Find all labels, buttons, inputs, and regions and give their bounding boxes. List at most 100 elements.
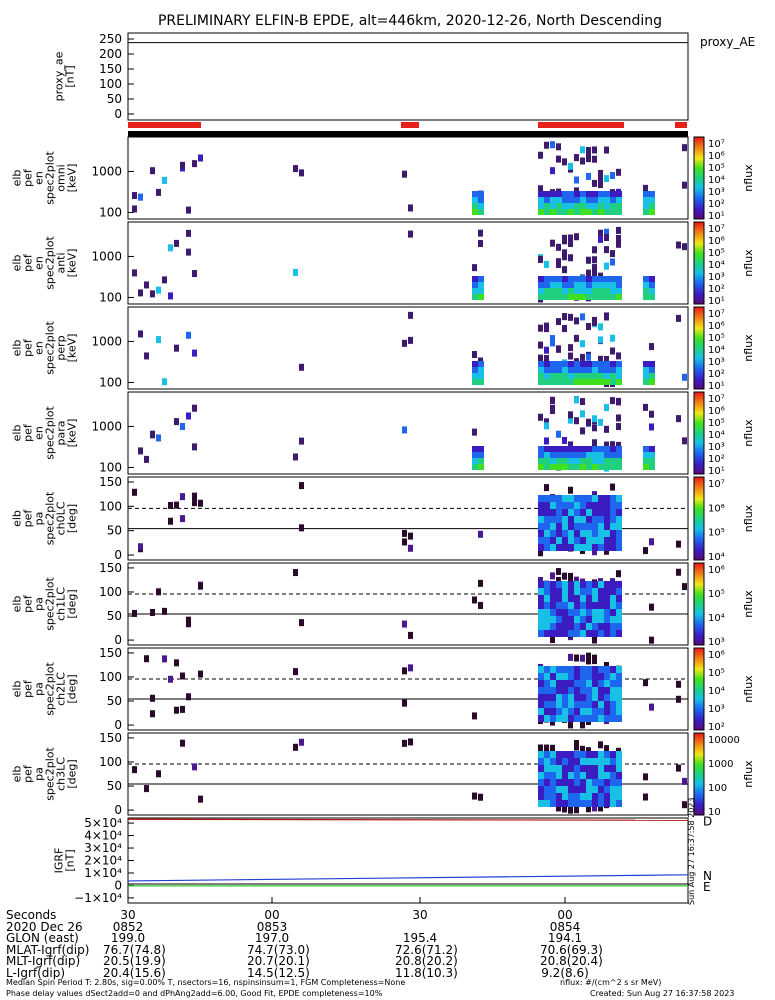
spectrogram-cell	[616, 623, 622, 630]
spectrogram-cell	[478, 276, 484, 282]
spectrogram-cell	[562, 680, 568, 687]
spectrogram-cell	[643, 773, 648, 781]
spectrogram-cell	[472, 458, 478, 464]
spectrogram-cell	[592, 256, 597, 264]
spectrogram-cell	[550, 793, 556, 800]
spectrogram-cell	[643, 288, 649, 294]
spectrogram-cell	[402, 667, 407, 675]
spectrogram-cell	[649, 379, 655, 385]
colorbar-tick: 10⁵	[708, 668, 725, 679]
x-row-value: 20.5(19.9)	[103, 954, 166, 969]
spectrogram-cell	[586, 687, 592, 694]
spectrogram-cell	[568, 361, 574, 367]
spectrogram-cell	[598, 361, 604, 367]
spectrogram-cell	[598, 673, 604, 680]
red-bar-2	[401, 122, 419, 128]
chart-title: PRELIMINARY ELFIN-B EPDE, alt=446km, 202…	[158, 13, 662, 29]
spectrogram-cell	[604, 452, 610, 458]
spectrogram-cell	[544, 694, 550, 701]
spectrogram-cell	[198, 154, 203, 162]
spectrogram-cell	[610, 595, 616, 602]
spectrogram-cell	[138, 289, 143, 297]
spectrogram-cell	[478, 458, 484, 464]
spectrogram-cell	[556, 464, 562, 470]
spectrogram-cell	[472, 351, 477, 359]
spectrogram-cell	[574, 654, 579, 662]
colorbar-tick: 10⁴	[708, 613, 725, 624]
spectrogram-cell	[562, 630, 568, 637]
spectrogram-cell	[568, 653, 573, 661]
spectrogram-cell	[598, 804, 603, 812]
ylabel-3: spec2plot	[44, 491, 57, 545]
spectrogram-cell	[592, 155, 597, 163]
spectrogram-cell	[580, 146, 585, 154]
spectrogram-cell	[568, 630, 574, 637]
ylabel-5: [deg]	[66, 759, 79, 788]
colorbar-label: nflux	[742, 760, 755, 788]
spectrogram-cell	[562, 313, 567, 321]
colorbar-tick: 10²	[708, 722, 725, 733]
spectrogram-cell	[610, 779, 616, 786]
spectrogram-cell	[580, 458, 586, 464]
ytick-label: 0	[114, 878, 122, 892]
spectrogram-cell	[402, 739, 407, 747]
spectrogram-cell	[556, 609, 562, 616]
spectrogram-cell	[604, 547, 609, 555]
spectrogram-cell	[180, 672, 185, 680]
spectrogram-cell	[556, 800, 562, 807]
spectrogram-cell	[538, 379, 544, 385]
spectrogram-cell	[574, 530, 580, 537]
ytick-label: 150	[99, 731, 122, 745]
ytick-label: 100	[99, 77, 122, 91]
spectrogram-cell	[568, 209, 574, 215]
spectrogram-cell	[544, 197, 550, 203]
spectrogram-cell	[544, 516, 550, 523]
ylabel-5: [keV]	[66, 419, 79, 448]
spectrogram-cell	[586, 361, 592, 367]
spectrogram-cell	[592, 209, 598, 215]
ylabel-3: spec2plot	[44, 662, 57, 716]
spectrogram-cell	[478, 203, 484, 209]
spectrogram-cell	[556, 804, 561, 812]
spectrogram-cell	[556, 772, 562, 779]
spectrogram-cell	[604, 203, 610, 209]
spectrogram-cell	[150, 167, 155, 175]
spectrogram-cell	[568, 721, 573, 729]
colorbar-tick: 10⁷	[708, 479, 725, 490]
spectrogram-cell	[604, 197, 610, 203]
spectrogram-cell	[478, 793, 483, 801]
spectrogram-cell	[402, 699, 407, 707]
colorbar-label: nflux	[742, 249, 755, 277]
spectrogram-cell	[472, 464, 478, 470]
spectrogram-cell	[586, 294, 592, 300]
spectrogram-cell	[580, 779, 586, 786]
x-row-value: 199.0	[110, 931, 146, 946]
ylabel-1: [nT]	[64, 849, 77, 871]
spectrogram-cell	[562, 623, 568, 630]
spectrogram-cell	[574, 800, 580, 807]
ylabel-2: en	[33, 256, 46, 270]
spectrogram-cell	[616, 367, 622, 373]
ytick-label: 150	[99, 561, 122, 575]
spectrogram-cell	[586, 379, 592, 385]
spectrogram-cell	[616, 209, 622, 215]
spectrogram-cell	[544, 680, 550, 687]
spectrogram-cell	[580, 446, 586, 452]
x-row-label: MLT-Igrf(dip)	[6, 954, 81, 969]
spectrogram-cell	[598, 288, 604, 294]
spectrogram-cell	[550, 294, 556, 300]
spectrogram-cell	[150, 290, 155, 298]
spectrogram-cell	[592, 146, 597, 154]
spectrogram-cell	[538, 595, 544, 602]
spectrogram-cell	[550, 516, 556, 523]
spectrogram-cell	[544, 701, 550, 708]
ylabel-1: pef	[22, 764, 35, 783]
spectrogram-cell	[586, 616, 592, 623]
colorbar-tick: 10⁵	[708, 248, 725, 259]
spectrogram-cell	[556, 452, 562, 458]
ylabel-5: [keV]	[66, 334, 79, 363]
spectrogram-cell	[544, 595, 550, 602]
igrf-series-N	[127, 874, 689, 882]
spectrogram-cell	[592, 246, 597, 254]
